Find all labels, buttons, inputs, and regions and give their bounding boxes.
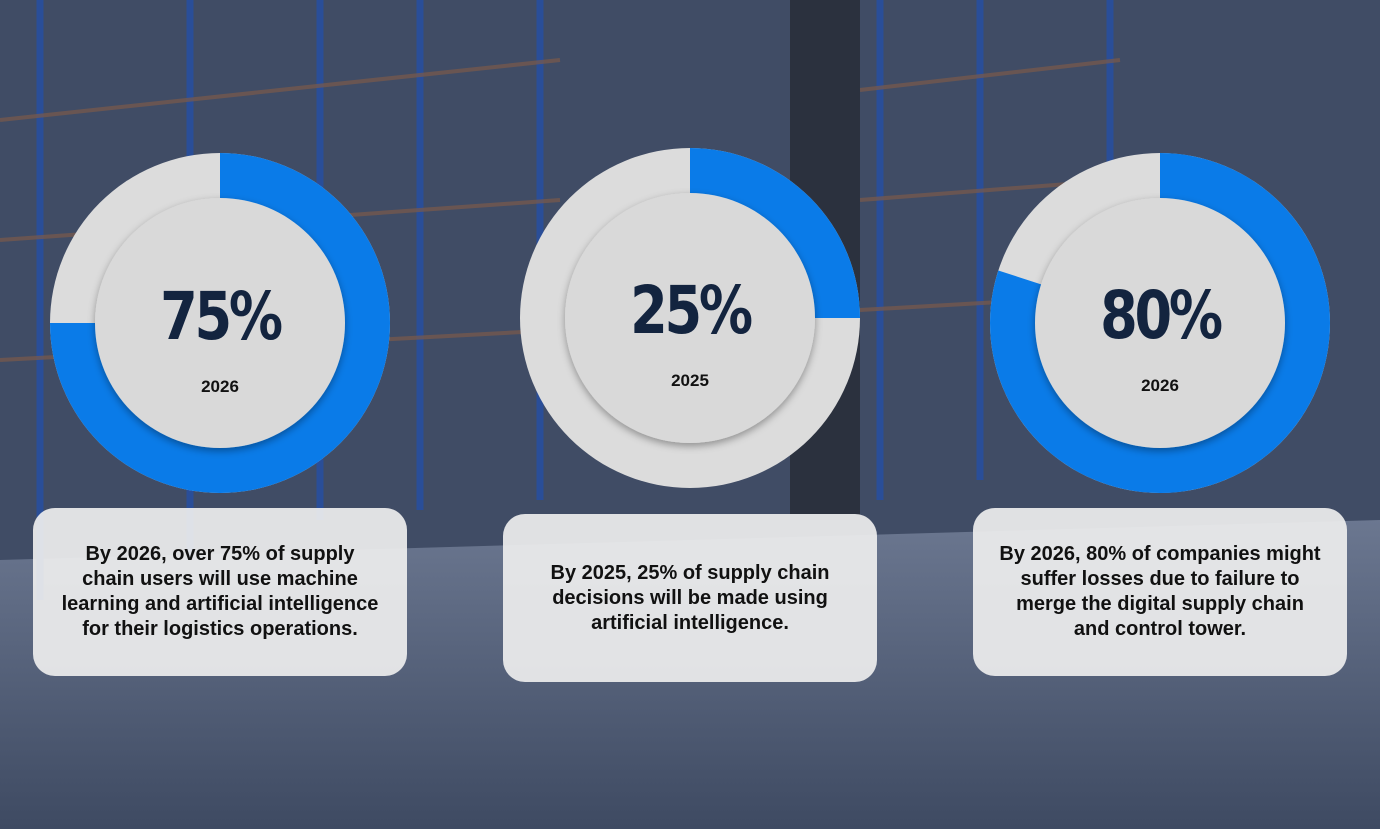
description-text: By 2026, 80% of companies might suffer l…	[999, 543, 1321, 640]
stat-percentage: 80%	[1100, 277, 1223, 354]
stat-year: 2026	[201, 377, 239, 396]
stat-year: 2025	[671, 371, 709, 390]
donut-inner	[95, 198, 345, 448]
description-card: By 2025, 25% of supply chain decisions w…	[503, 514, 877, 682]
description-text: By 2025, 25% of supply chain decisions w…	[550, 561, 830, 634]
stat-percentage: 25%	[630, 272, 753, 349]
donut-chart-2	[520, 148, 860, 488]
stat-year: 2026	[1141, 376, 1179, 395]
description-card: By 2026, 80% of companies might suffer l…	[973, 508, 1347, 676]
donut-inner	[565, 193, 815, 443]
description-text: By 2026, over 75% of supply chain users …	[61, 543, 379, 640]
description-card: By 2026, over 75% of supply chain users …	[33, 508, 407, 676]
donut-inner	[1035, 198, 1285, 448]
donut-chart-3	[990, 153, 1331, 493]
stat-percentage: 75%	[160, 278, 283, 355]
donut-chart-1	[50, 153, 390, 493]
